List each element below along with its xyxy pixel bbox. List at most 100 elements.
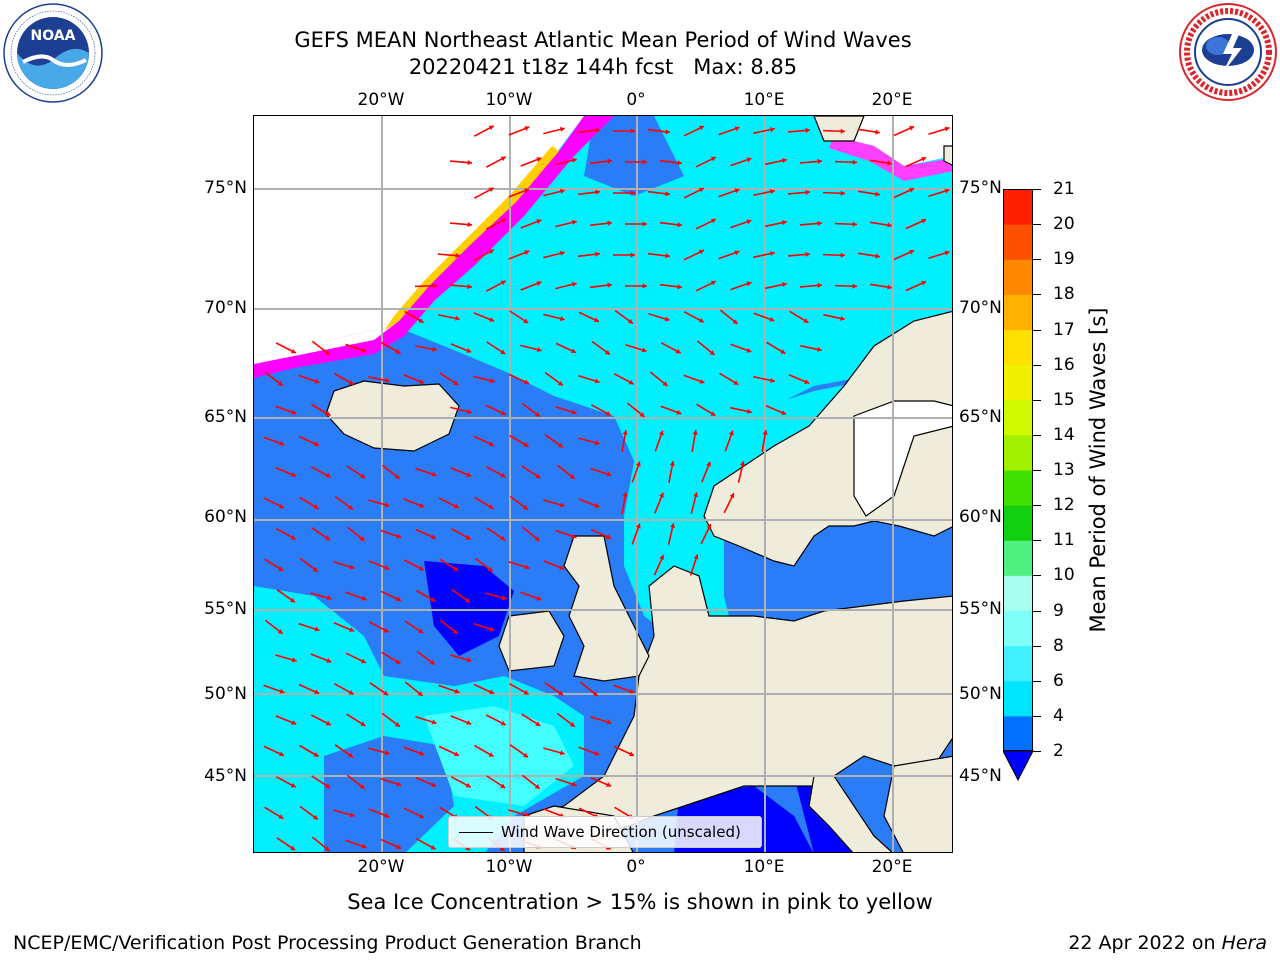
nws-logo: [1178, 2, 1278, 102]
wind-wave-arrowhead: [535, 473, 541, 478]
lon-label-bottom: 10°W: [485, 857, 533, 877]
wind-wave-arrowhead: [622, 492, 628, 497]
wind-wave-arrowhead: [570, 348, 576, 354]
wind-wave-arrowhead: [571, 533, 577, 539]
wind-wave-arrowhead: [360, 721, 366, 726]
colorbar-segment: [1003, 329, 1033, 366]
colorbar-segment: [1003, 575, 1033, 611]
colorbar-tick-label: 8: [1053, 635, 1064, 656]
wind-wave-arrowhead: [396, 844, 402, 850]
colorbar-segment: [1003, 540, 1033, 576]
wind-wave-arrowhead: [559, 250, 565, 256]
wind-wave-arrowhead: [314, 378, 320, 384]
colorbar-underflow-triangle: [1002, 750, 1034, 782]
wind-wave-arrowhead: [677, 284, 682, 290]
wind-wave-arrowhead: [595, 127, 600, 133]
wind-wave-arrowhead: [277, 629, 283, 634]
colorbar-tick-label: 14: [1053, 424, 1075, 445]
colorbar-segment: [1003, 715, 1033, 752]
wind-wave-arrowhead: [709, 350, 715, 355]
wind-wave-arrowhead: [290, 782, 296, 788]
wind-wave-arrowhead: [692, 430, 698, 435]
map-title-line1: GEFS MEAN Northeast Atlantic Mean Period…: [294, 28, 912, 52]
wind-wave-arrowhead: [710, 156, 716, 162]
wind-wave-arrowhead: [852, 159, 857, 165]
wind-wave-arrowhead: [290, 348, 296, 354]
lon-label-top: 10°E: [743, 90, 785, 110]
wind-wave-arrowhead: [419, 503, 425, 508]
ice-edge-yellow: [384, 146, 559, 331]
wind-wave-arrowhead: [662, 381, 668, 386]
wind-wave-arrowhead: [739, 461, 746, 467]
wind-wave-arrowhead: [734, 126, 740, 132]
wind-wave-arrowhead: [465, 782, 471, 788]
wind-wave-arrowhead: [909, 125, 915, 131]
wind-wave-arrowhead: [558, 442, 564, 448]
map-panel: [253, 115, 953, 853]
wind-wave-arrowhead: [467, 160, 472, 166]
wind-wave-arrowhead: [658, 430, 664, 436]
wind-wave-arrowhead: [418, 565, 424, 571]
wind-wave-arrowhead: [324, 350, 330, 355]
wind-wave-arrowhead: [359, 784, 365, 789]
lat-label-right: 60°N: [959, 507, 1002, 527]
wind-wave-arrowhead: [569, 721, 575, 727]
lat-label-left: 65°N: [204, 407, 247, 427]
wind-wave-arrowhead: [571, 157, 577, 163]
wind-wave-arrowhead: [746, 347, 752, 353]
colorbar-tick-mark: [1033, 329, 1041, 331]
wind-wave-arrowhead: [326, 595, 332, 601]
wind-wave-arrowhead: [627, 318, 633, 324]
colorbar-graphic: [1002, 189, 1034, 782]
wind-wave-arrowhead: [693, 554, 699, 560]
colorbar-frame: [1003, 189, 1033, 751]
wind-wave-arrowhead: [536, 347, 542, 353]
wind-wave-arrowhead: [817, 220, 822, 226]
wind-wave-arrowhead: [534, 536, 540, 541]
colorbar-tick-label: 16: [1053, 354, 1075, 375]
colorbar: [1002, 189, 1034, 782]
wind-wave-arrowhead: [604, 349, 610, 355]
wind-wave-arrowhead: [466, 720, 472, 725]
wind-wave-arrowhead: [782, 220, 787, 226]
wind-wave-arrowhead: [659, 492, 664, 498]
wind-wave-arrowhead: [606, 782, 612, 787]
wind-wave-arrowhead: [594, 378, 600, 384]
wind-wave-arrowhead: [669, 523, 676, 529]
wind-wave-arrowhead: [569, 474, 575, 479]
colorbar-segment: [1003, 680, 1033, 717]
wind-wave-arrowhead: [840, 128, 845, 134]
wind-wave-arrowhead: [500, 156, 506, 162]
wind-wave-arrowhead: [840, 252, 845, 258]
wind-wave-arrowhead: [770, 251, 775, 257]
colorbar-segment: [1003, 470, 1033, 506]
wind-wave-arrowhead: [384, 565, 390, 570]
colorbar-tick-mark: [1033, 224, 1041, 226]
lon-label-bottom: 10°E: [743, 857, 785, 877]
wind-wave-arrowhead: [279, 688, 285, 694]
wind-wave-arrowhead: [782, 282, 787, 288]
noaa-logo-text: NOAA: [31, 28, 76, 44]
colorbar-tick-label: 17: [1053, 319, 1075, 340]
lon-label-bottom: 20°E: [871, 857, 913, 877]
wind-wave-arrowhead: [780, 349, 786, 354]
wind-wave-arrowhead: [805, 251, 810, 257]
colorbar-segment: [1003, 505, 1033, 541]
wind-wave-arrowhead: [384, 813, 390, 818]
colorbar-tick-mark: [1033, 470, 1041, 471]
wind-wave-arrowhead: [630, 252, 635, 258]
wind-wave-arrowhead: [840, 315, 845, 321]
wind-wave-arrowhead: [431, 471, 437, 477]
colorbar-tick-label: 21: [1053, 179, 1075, 199]
lon-label-top: 20°E: [871, 90, 913, 110]
wind-wave-arrowhead: [817, 346, 822, 352]
wind-wave-arrowhead: [782, 158, 787, 164]
wind-wave-arrowhead: [523, 442, 529, 447]
colorbar-tick-mark: [1033, 645, 1041, 647]
wind-wave-arrows: [263, 125, 950, 852]
colorbar-tick-mark: [1033, 189, 1041, 190]
wind-wave-arrowhead: [500, 218, 506, 224]
wind-wave-arrowhead: [675, 348, 681, 354]
wind-wave-arrowhead: [455, 253, 460, 259]
wind-wave-arrowhead: [805, 189, 810, 195]
